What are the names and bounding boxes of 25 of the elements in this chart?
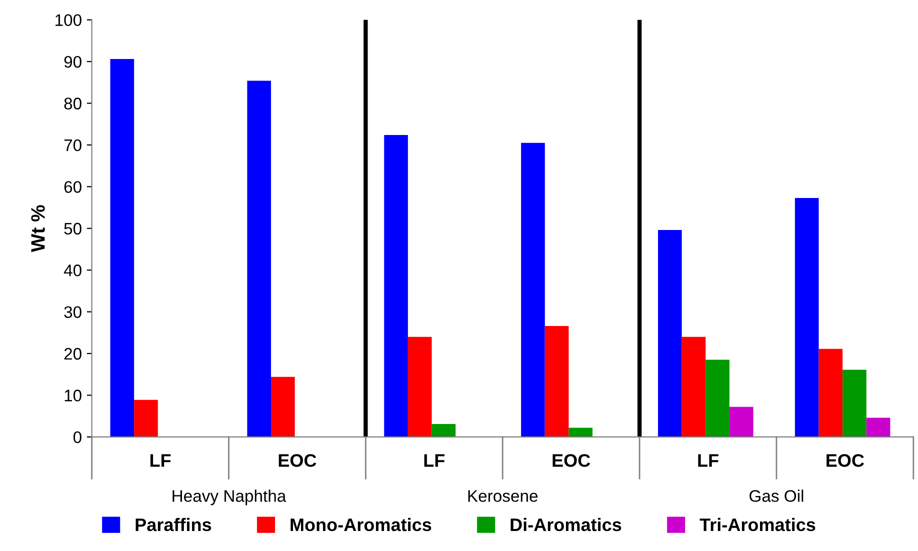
y-tick-label: 70	[64, 139, 82, 152]
x-tick-label: LF	[424, 454, 445, 467]
y-tick-label: 60	[64, 181, 82, 193]
legend-label: Di-Aromatics	[510, 518, 622, 532]
y-axis-title: Wt %	[31, 205, 45, 252]
legend-label: Tri-Aromatics	[700, 518, 816, 532]
y-tick-label: 20	[64, 348, 82, 360]
text: Kerosene	[468, 490, 538, 502]
y-tick-label: 80	[64, 98, 82, 110]
y-tick-label: 30	[64, 306, 82, 318]
y-tick-label: 50	[64, 222, 82, 235]
x-tick-label: EOC	[552, 454, 590, 467]
x-tick-label: EOC	[278, 454, 316, 467]
text: Heavy Naphtha	[172, 490, 286, 506]
y-tick-label: 100	[56, 14, 82, 26]
x-tick-label: EOC	[826, 454, 864, 467]
x-tick-label: LF	[150, 454, 171, 467]
y-tick-label: 0	[73, 431, 82, 444]
text: Gas Oil	[750, 490, 804, 502]
y-tick-label: 10	[64, 390, 82, 402]
legend-label: Paraffins	[136, 518, 212, 532]
y-tick-label: 40	[64, 264, 82, 276]
y-tick-label: 90	[64, 56, 82, 68]
legend-label: Mono-Aromatics	[290, 518, 432, 532]
x-tick-label: LF	[698, 454, 718, 467]
